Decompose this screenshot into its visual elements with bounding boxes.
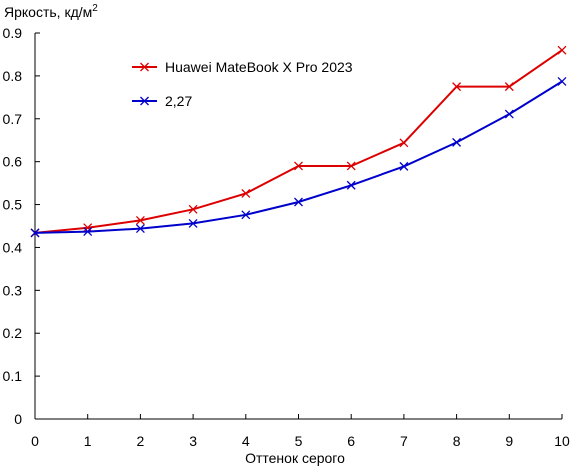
- series-1-point: [557, 45, 567, 55]
- x-tick-label: 5: [295, 433, 303, 449]
- y-tick-label: 0.8: [3, 68, 23, 84]
- x-tick-label: 4: [242, 433, 250, 449]
- series-1-point: [241, 188, 251, 198]
- y-axis-title-main: Яркость, кд/м: [4, 4, 92, 20]
- x-axis-title: Оттенок серого: [245, 450, 345, 466]
- series-2-point: [241, 210, 251, 220]
- x-tick-label: 6: [347, 433, 355, 449]
- x-tick-label: 10: [554, 433, 570, 449]
- x-tick-label: 3: [189, 433, 197, 449]
- series-2-point: [557, 77, 567, 86]
- axes: [34, 33, 562, 420]
- y-tick-label: 0.4: [3, 239, 23, 255]
- series-1-point: [346, 161, 356, 171]
- series-1-point: [504, 82, 514, 92]
- x-tick-label: 8: [453, 433, 461, 449]
- legend-label-2: 2,27: [165, 93, 192, 109]
- y-tick-label: 0.1: [3, 368, 23, 384]
- x-ticks: 0 1 2 3 4 5 6 7 8 9 10: [31, 414, 570, 449]
- series-2-point: [30, 228, 40, 238]
- y-tick-label: 0.7: [3, 111, 23, 127]
- y-axis-title-superscript: 2: [92, 3, 98, 14]
- series-1-point: [452, 82, 462, 92]
- series-group: [30, 45, 567, 238]
- series-2-point: [294, 197, 303, 207]
- series-2-point: [504, 109, 514, 119]
- series-line-2: [34, 80, 563, 234]
- legend-label-1: Huawei MateBook X Pro 2023: [165, 59, 353, 75]
- series-2-point: [399, 161, 409, 171]
- x-tick-label: 0: [31, 433, 39, 449]
- y-tick-label: 0.6: [3, 154, 23, 170]
- series-2-point: [346, 180, 356, 190]
- series-1-point: [294, 161, 303, 171]
- legend-marker-2: [140, 96, 149, 106]
- x-tick-label: 9: [505, 433, 513, 449]
- x-tick-label: 2: [137, 433, 145, 449]
- series-line-1: [34, 49, 563, 234]
- series-1-point: [83, 223, 93, 233]
- y-tick-label: 0.5: [3, 197, 23, 213]
- series-2-point: [452, 137, 462, 147]
- y-tick-label: 0.3: [3, 282, 23, 298]
- series-2-point: [83, 227, 93, 237]
- y-axis-title: Яркость, кд/м2: [4, 3, 98, 20]
- legend-marker-1: [140, 62, 149, 72]
- series-1-point: [135, 215, 145, 225]
- y-ticks: 0 0.1 0.2 0.3 0.4 0.5 0.6 0.7 0.8 0.9: [3, 25, 40, 427]
- y-tick-label: 0.9: [3, 25, 23, 41]
- legend: Huawei MateBook X Pro 2023 2,27: [132, 59, 353, 109]
- series-2-point: [135, 224, 145, 234]
- y-tick-label: 0: [14, 411, 22, 427]
- series-1-point: [399, 138, 409, 148]
- x-tick-label: 7: [400, 433, 408, 449]
- series-1-point: [188, 204, 198, 214]
- y-tick-label: 0.2: [3, 325, 23, 341]
- series-2-point: [188, 218, 198, 228]
- x-tick-label: 1: [84, 433, 92, 449]
